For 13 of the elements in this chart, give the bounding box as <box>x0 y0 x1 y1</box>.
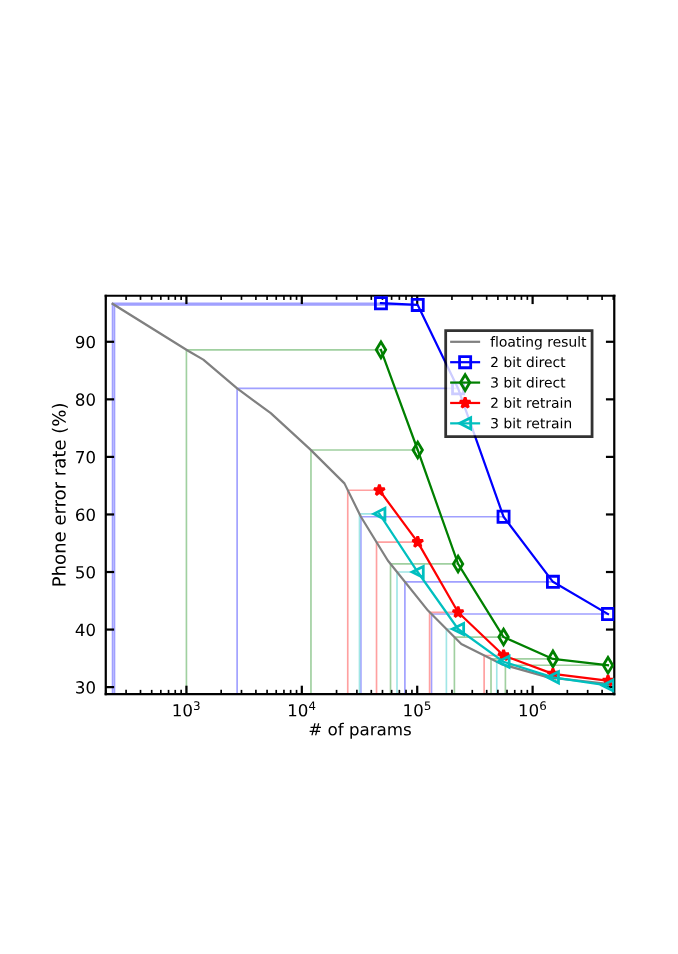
x-tick-label: 10$^{3}$ <box>173 701 200 717</box>
y-tick-label: 40 <box>75 623 95 637</box>
y-tick-label: 60 <box>76 508 95 522</box>
y-tick-label: 80 <box>75 393 95 406</box>
y-axis-title: Phone error rate (%) <box>51 404 68 586</box>
y-tick-label: 70 <box>76 450 95 464</box>
y-tick-label: 50 <box>76 565 95 579</box>
y-tick-label: 30 <box>76 681 95 694</box>
x-tick-label: 10$^{4}$ <box>288 701 316 717</box>
x-tick-label: 10$^{5}$ <box>404 701 431 717</box>
x-axis-title: # of params <box>309 722 411 739</box>
x-tick-label: 10$^{6}$ <box>519 701 547 717</box>
y-tick-label: 90 <box>75 335 95 349</box>
